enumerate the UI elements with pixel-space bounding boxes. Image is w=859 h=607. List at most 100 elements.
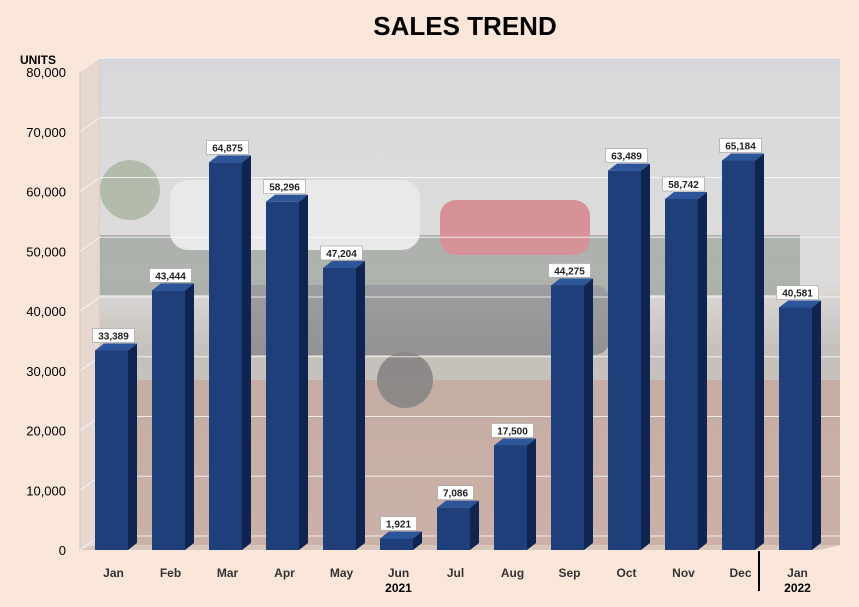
gridline (79, 117, 840, 133)
data-label: 47,204 (320, 245, 363, 261)
bar-front (437, 507, 470, 550)
bar-may-4 (323, 260, 365, 550)
data-label: 64,875 (206, 140, 249, 155)
data-label-box (380, 516, 417, 531)
bar-front (152, 290, 185, 550)
bar-side (584, 278, 593, 550)
data-label-text: 58,742 (668, 180, 699, 191)
bar-top (437, 500, 479, 508)
bar-nov-10 (665, 192, 707, 551)
bar-side (470, 500, 479, 550)
bar-jul-6 (437, 500, 479, 550)
bar-front (323, 267, 356, 550)
bar-front (380, 538, 413, 550)
bar-aug-7 (494, 438, 536, 550)
data-label-text: 1,921 (386, 520, 411, 531)
bar-mar-2 (209, 155, 251, 550)
gridline (79, 177, 840, 192)
data-label-text: 65,184 (725, 142, 756, 153)
y-tick-label: 80,000 (26, 65, 66, 80)
gridline (79, 296, 840, 312)
data-label: 44,275 (548, 263, 591, 278)
bar-top (608, 163, 650, 171)
x-tick-label: Jan (103, 566, 124, 580)
data-label: 17,500 (491, 423, 534, 438)
x-axis: Jan Feb Mar Apr May Jun Jul Aug Sep Oct Nov Dec Jan (103, 566, 808, 580)
y-tick-label: 20,000 (26, 424, 66, 439)
bar-side (527, 438, 536, 550)
bar-side (356, 260, 365, 550)
x-tick-label: Aug (501, 566, 524, 580)
y-tick-label: 60,000 (26, 185, 66, 200)
y-tick-label: 50,000 (26, 244, 66, 259)
bar-front (266, 201, 299, 550)
bar-side (698, 192, 707, 551)
data-label: 43,444 (149, 268, 192, 283)
x-tick-label: Oct (616, 566, 636, 580)
bar-top (551, 278, 593, 286)
data-label-box (776, 285, 819, 300)
bar-dec-11 (722, 153, 764, 550)
x-tick-label: May (330, 566, 354, 580)
bar-front (494, 445, 527, 550)
bar-top (266, 194, 308, 202)
y-tick-label: 10,000 (26, 483, 66, 498)
data-label-box (320, 245, 363, 261)
bar-sep-8 (551, 278, 593, 550)
data-label-text: 47,204 (326, 249, 357, 260)
data-label-text: 33,389 (98, 332, 129, 343)
data-label-box (437, 485, 474, 500)
x-tick-label: Jul (447, 566, 464, 580)
bar-top (665, 192, 707, 200)
bar-top (722, 153, 764, 161)
bar-front (665, 199, 698, 551)
data-label-text: 58,296 (269, 183, 300, 194)
data-label-text: 17,500 (497, 426, 528, 437)
bar-front (551, 285, 584, 550)
bar-side (413, 531, 422, 550)
bar-front (95, 350, 128, 550)
y-tick-label: 0 (59, 543, 66, 558)
data-label-box (206, 140, 249, 155)
bar-top (323, 260, 365, 268)
bars: 33,389 43,444 64,875 58,296 47,204 1,921 7,086… (92, 138, 821, 551)
y-tick-label: 40,000 (26, 304, 66, 319)
bar-side (641, 163, 650, 550)
bar-side (185, 283, 194, 550)
data-label: 40,581 (776, 285, 819, 300)
data-label: 33,389 (92, 328, 135, 343)
bar-front (722, 160, 755, 550)
y-axis-unit-label: UNITS (20, 53, 56, 67)
bar-jan-0 (95, 343, 137, 550)
gridline (79, 236, 840, 252)
gridline (79, 57, 840, 73)
bar-apr-3 (266, 194, 308, 550)
year-label: 2021 (385, 581, 412, 595)
data-label: 63,489 (605, 148, 648, 163)
data-label-text: 7,086 (443, 489, 468, 500)
bar-jun-5 (380, 531, 422, 550)
year-labels: 2021 2022 (385, 581, 811, 595)
x-tick-label: Jan (787, 566, 808, 580)
chart-title: SALES TREND (373, 11, 556, 41)
x-tick-label: Feb (160, 566, 181, 580)
bar-feb-1 (152, 283, 194, 550)
bar-side (812, 300, 821, 550)
bar-side (128, 343, 137, 550)
bar-side (299, 194, 308, 550)
x-tick-label: Sep (558, 566, 580, 580)
bar-top (779, 300, 821, 308)
bar-side (755, 153, 764, 550)
data-label-box (719, 138, 762, 153)
data-label-text: 64,875 (212, 143, 243, 154)
data-label-box (263, 179, 306, 194)
data-label-box (662, 176, 705, 192)
data-label: 65,184 (719, 138, 762, 153)
bar-side (242, 155, 251, 550)
data-label: 7,086 (437, 485, 474, 500)
x-tick-label: Mar (217, 566, 239, 580)
bar-top (380, 531, 422, 539)
data-label-box (92, 328, 135, 343)
bar-oct-9 (608, 163, 650, 550)
